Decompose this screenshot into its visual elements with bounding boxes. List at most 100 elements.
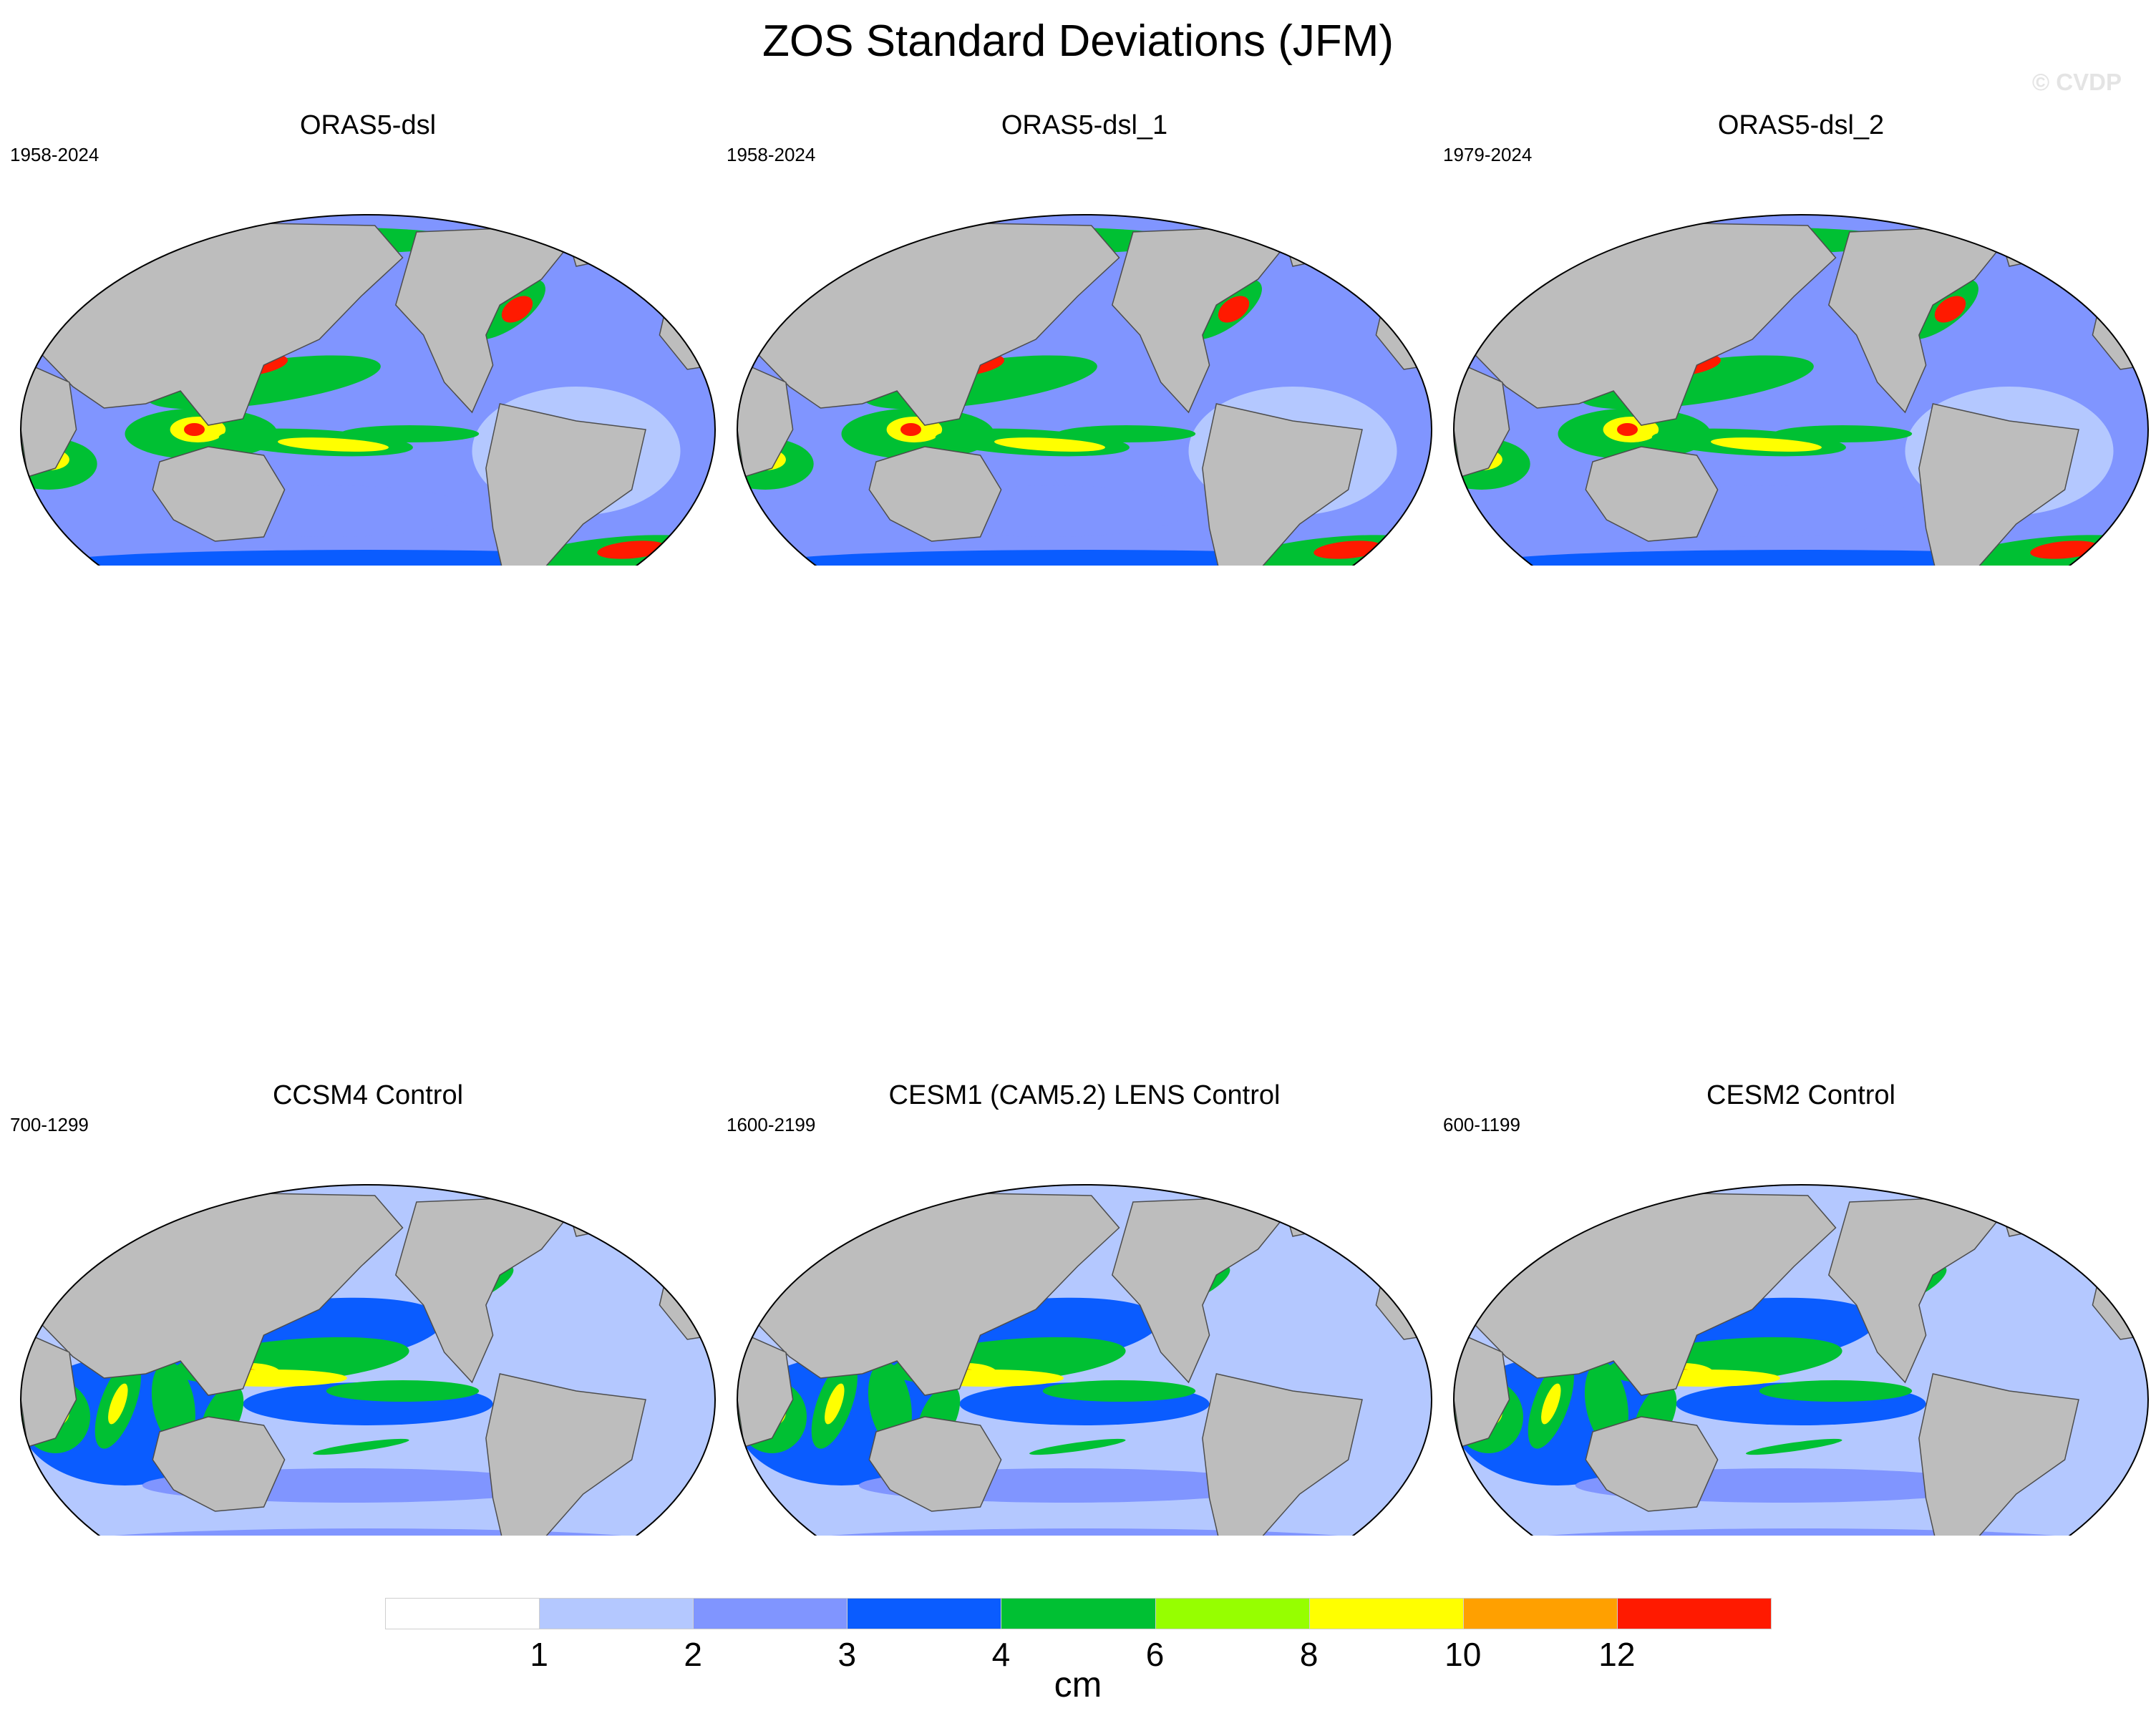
map-panel: CESM2 Control 600-1199	[1443, 1077, 2156, 1536]
samerica-landmass	[485, 1373, 646, 1536]
map-outline	[737, 1184, 1432, 1536]
map-svg	[20, 1184, 716, 1536]
colorbar-tick-label: 4	[991, 1636, 1011, 1673]
cvdp-watermark: © CVDP	[2031, 69, 2122, 95]
map-svg	[737, 1184, 1432, 1536]
samerica-landmass	[1918, 403, 2079, 566]
colorbar-tick-label: 10	[1444, 1636, 1482, 1673]
panel-title: CCSM4 Control	[272, 1080, 464, 1110]
map-0	[20, 214, 716, 566]
map-outline	[737, 214, 1432, 566]
panel-title: CESM1 (CAM5.2) LENS Control	[888, 1080, 1281, 1110]
australia-landmass	[152, 1416, 286, 1512]
variability-hotspot	[278, 437, 389, 452]
map-outline	[1453, 214, 2149, 566]
colorbar-tick-label: 6	[1145, 1636, 1165, 1673]
africa-landmass	[737, 359, 794, 477]
africa-landmass	[21, 1329, 77, 1448]
variability-hotspot	[994, 437, 1105, 452]
colorbar-tick-label: 12	[1598, 1636, 1636, 1673]
map-svg	[20, 214, 716, 566]
samerica-landmass	[1202, 403, 1363, 566]
variability-hotspot	[501, 296, 533, 323]
africa-landmass	[21, 359, 77, 477]
map-field-0	[21, 215, 715, 566]
variability-hotspot	[326, 1380, 480, 1402]
variability-hotspot	[1057, 425, 1196, 442]
variability-hotspot	[631, 236, 701, 253]
map-3	[20, 1184, 716, 1536]
map-panel: CCSM4 Control 700-1299	[10, 1077, 726, 1536]
panel-period: 1958-2024	[727, 144, 816, 165]
panel-period: 1958-2024	[10, 144, 99, 165]
colorbar-segment	[1155, 1598, 1310, 1629]
map-svg	[1453, 214, 2149, 566]
colorbar-segment	[693, 1598, 848, 1629]
colorbar-segment	[1001, 1598, 1156, 1629]
panel-period: 600-1199	[1443, 1114, 1520, 1135]
map-svg	[737, 214, 1432, 566]
map-outline	[20, 1184, 716, 1536]
africa-landmass	[737, 1329, 794, 1448]
variability-hotspot	[1042, 1380, 1196, 1402]
colorbar-segment	[385, 1598, 540, 1629]
variability-hotspot	[340, 425, 480, 442]
colorbar-segment	[847, 1598, 1002, 1629]
map-field-5	[1454, 1185, 2148, 1536]
map-2	[1453, 214, 2149, 566]
australia-landmass	[868, 446, 1002, 542]
panel-title: ORAS5-dsl_2	[1717, 110, 1885, 140]
variability-hotspot	[1481, 294, 1510, 307]
samerica-landmass	[1202, 1373, 1363, 1536]
africa-landmass	[1454, 359, 1510, 477]
africa-landmass	[1454, 1329, 1510, 1448]
variability-hotspot	[108, 1383, 128, 1425]
variability-hotspot	[1934, 296, 1966, 323]
variability-hotspot	[764, 294, 793, 307]
variability-hotspot	[1029, 1438, 1126, 1455]
map-panel: CESM1 (CAM5.2) LENS Control 1600-2199	[727, 1077, 1442, 1536]
panel-period: 1600-2199	[727, 1114, 816, 1135]
colorbar-tick-label: 3	[837, 1636, 857, 1673]
variability-hotspot	[825, 1383, 845, 1425]
variability-hotspot	[48, 294, 77, 307]
map-1	[737, 214, 1432, 566]
panel-period: 1979-2024	[1443, 144, 1533, 165]
map-panel: ORAS5-dsl 1958-2024	[10, 107, 726, 566]
panel-title: CESM2 Control	[1706, 1080, 1895, 1110]
map-field-4	[737, 1185, 1432, 1536]
variability-hotspot	[1541, 1383, 1561, 1425]
map-5	[1453, 1184, 2149, 1536]
australia-landmass	[868, 1416, 1002, 1512]
colorbar-tick-label: 8	[1299, 1636, 1319, 1673]
variability-hotspot	[313, 1438, 409, 1455]
map-4	[737, 1184, 1432, 1536]
colorbar-segment	[1462, 1598, 1618, 1629]
variability-hotspot	[900, 423, 921, 436]
australia-landmass	[1585, 1416, 1719, 1512]
map-field-1	[737, 215, 1432, 566]
map-outline	[1453, 1184, 2149, 1536]
map-panel: ORAS5-dsl_2 1979-2024	[1443, 107, 2156, 566]
map-svg	[1453, 1184, 2149, 1536]
map-panel: ORAS5-dsl_1 1958-2024	[727, 107, 1442, 566]
variability-hotspot	[2030, 540, 2099, 559]
panel-title: ORAS5-dsl_1	[1001, 110, 1168, 140]
variability-hotspot	[1348, 236, 1418, 253]
variability-hotspot	[1313, 540, 1383, 559]
colorbar-tick-label: 1	[530, 1636, 548, 1673]
panel-title: ORAS5-dsl	[299, 110, 437, 140]
map-field-3	[21, 1185, 715, 1536]
colorbar-segment	[1616, 1598, 1772, 1629]
figure-title: ZOS Standard Deviations (JFM)	[762, 16, 1394, 66]
variability-hotspot	[1759, 1380, 1913, 1402]
australia-landmass	[152, 446, 286, 542]
variability-hotspot	[2064, 236, 2135, 253]
colorbar	[385, 1598, 1772, 1631]
colorbar-tick-label: 2	[684, 1636, 703, 1673]
australia-landmass	[1585, 446, 1719, 542]
variability-hotspot	[1218, 296, 1250, 323]
samerica-landmass	[485, 403, 646, 566]
map-outline	[20, 214, 716, 566]
variability-hotspot	[597, 540, 666, 559]
